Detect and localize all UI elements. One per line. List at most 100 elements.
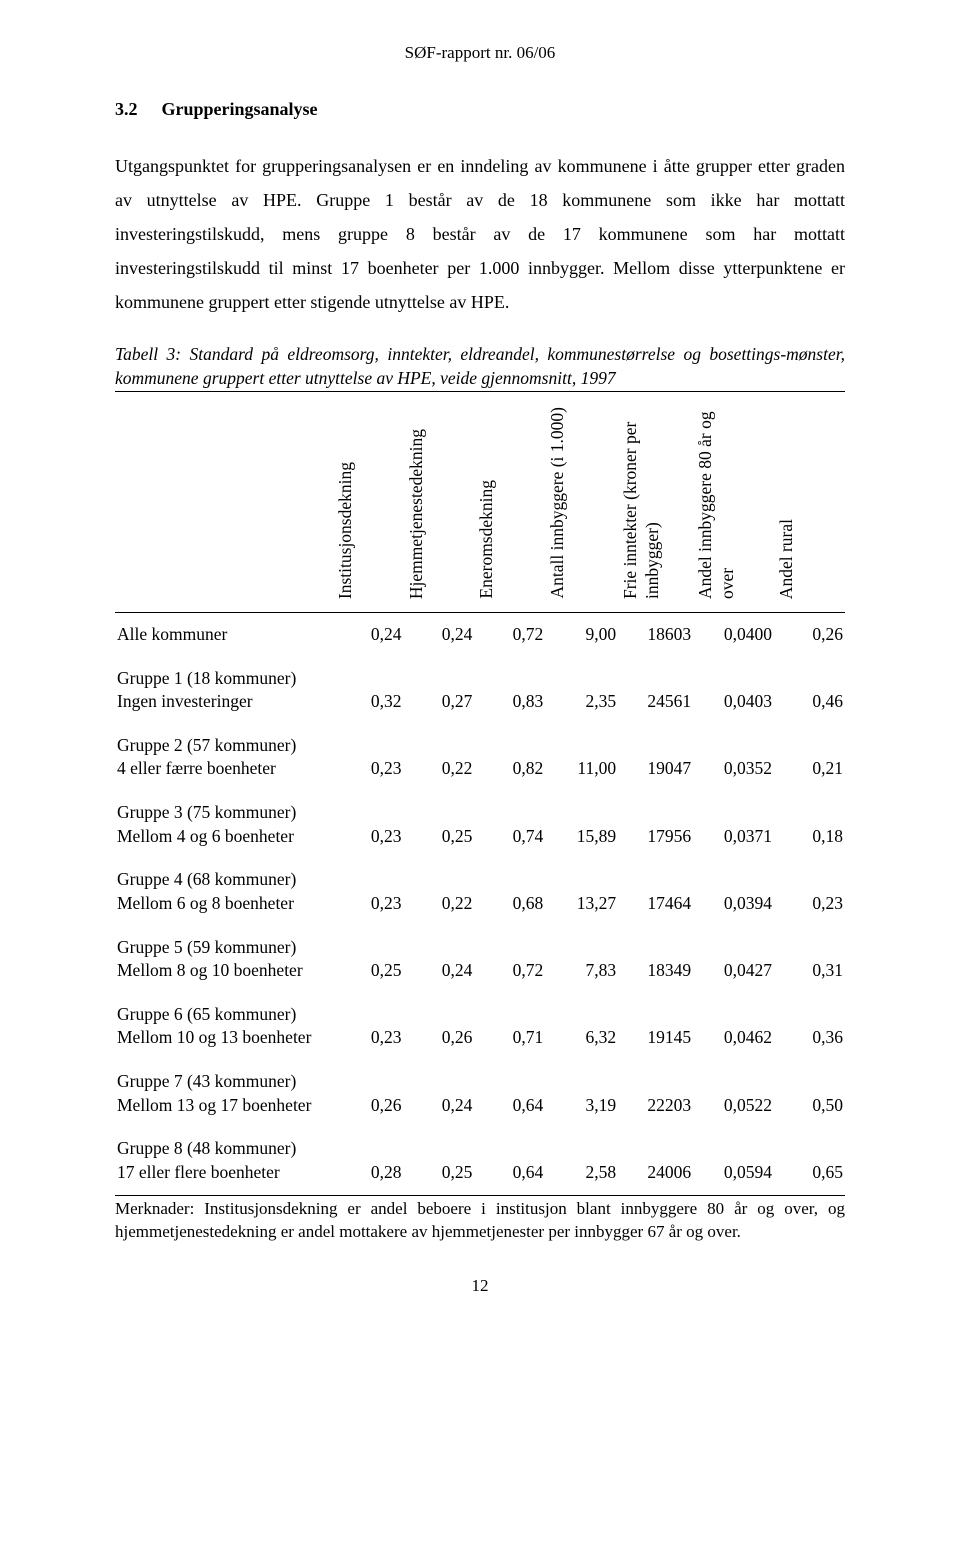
data-cell: 0,0400 bbox=[693, 612, 774, 656]
data-cell: 17464 bbox=[618, 858, 693, 925]
col-header: Andel innbyggere 80 år og over bbox=[693, 391, 774, 612]
data-cell: 0,71 bbox=[474, 993, 545, 1060]
data-cell: 15,89 bbox=[545, 791, 618, 858]
data-cell: 18349 bbox=[618, 926, 693, 993]
data-cell: 0,68 bbox=[474, 858, 545, 925]
data-cell: 6,32 bbox=[545, 993, 618, 1060]
data-cell: 0,23 bbox=[333, 993, 404, 1060]
data-cell: 0,23 bbox=[333, 724, 404, 791]
col-header-label: Antall innbyggere (i 1.000) bbox=[547, 405, 569, 600]
row-label: Gruppe 2 (57 kommuner)4 eller færre boen… bbox=[115, 724, 333, 791]
running-header: SØF-rapport nr. 06/06 bbox=[115, 40, 845, 66]
col-header-label: Eneromsdekning bbox=[476, 478, 498, 601]
table-row: Gruppe 4 (68 kommuner)Mellom 6 og 8 boen… bbox=[115, 858, 845, 925]
data-cell: 0,50 bbox=[774, 1060, 845, 1127]
col-header: Eneromsdekning bbox=[474, 391, 545, 612]
table-row: Gruppe 6 (65 kommuner)Mellom 10 og 13 bo… bbox=[115, 993, 845, 1060]
data-cell: 0,72 bbox=[474, 612, 545, 656]
data-cell: 0,26 bbox=[333, 1060, 404, 1127]
data-cell: 0,0522 bbox=[693, 1060, 774, 1127]
data-cell: 0,26 bbox=[404, 993, 475, 1060]
data-cell: 11,00 bbox=[545, 724, 618, 791]
col-header: Andel rural bbox=[774, 391, 845, 612]
data-cell: 0,72 bbox=[474, 926, 545, 993]
data-cell: 0,0462 bbox=[693, 993, 774, 1060]
data-cell: 19145 bbox=[618, 993, 693, 1060]
section-number: 3.2 bbox=[115, 96, 138, 123]
data-cell: 0,0394 bbox=[693, 858, 774, 925]
row-label: Gruppe 6 (65 kommuner)Mellom 10 og 13 bo… bbox=[115, 993, 333, 1060]
data-cell: 0,23 bbox=[333, 791, 404, 858]
col-header: Frie inntekter (kroner per innbygger) bbox=[618, 391, 693, 612]
data-cell: 18603 bbox=[618, 612, 693, 656]
data-cell: 0,36 bbox=[774, 993, 845, 1060]
data-cell: 0,0427 bbox=[693, 926, 774, 993]
data-cell: 0,22 bbox=[404, 858, 475, 925]
data-cell: 0,26 bbox=[774, 612, 845, 656]
data-cell: 0,31 bbox=[774, 926, 845, 993]
data-cell: 0,25 bbox=[333, 926, 404, 993]
data-cell: 0,64 bbox=[474, 1127, 545, 1195]
data-cell: 0,21 bbox=[774, 724, 845, 791]
paragraph-1: Utgangspunktet for grupperingsanalysen e… bbox=[115, 149, 845, 320]
col-header-label: Andel innbyggere 80 år og over bbox=[695, 396, 739, 601]
data-cell: 0,64 bbox=[474, 1060, 545, 1127]
col-header-label: Institusjonsdekning bbox=[335, 460, 357, 601]
data-cell: 24561 bbox=[618, 657, 693, 724]
data-cell: 0,0594 bbox=[693, 1127, 774, 1195]
header-empty bbox=[115, 391, 333, 612]
section-heading: 3.2 Grupperingsanalyse bbox=[115, 96, 845, 123]
table-row: Gruppe 1 (18 kommuner)Ingen investeringe… bbox=[115, 657, 845, 724]
data-cell: 9,00 bbox=[545, 612, 618, 656]
col-header-label: Andel rural bbox=[776, 517, 798, 601]
data-cell: 19047 bbox=[618, 724, 693, 791]
col-header: Hjemmetjenestedekning bbox=[404, 391, 475, 612]
data-cell: 0,25 bbox=[404, 1127, 475, 1195]
data-table: Institusjonsdekning Hjemmetjenestedeknin… bbox=[115, 391, 845, 1196]
data-cell: 0,46 bbox=[774, 657, 845, 724]
row-label: Alle kommuner bbox=[115, 612, 333, 656]
data-cell: 3,19 bbox=[545, 1060, 618, 1127]
data-cell: 0,24 bbox=[404, 1060, 475, 1127]
data-cell: 0,22 bbox=[404, 724, 475, 791]
table-caption: Tabell 3: Standard på eldreomsorg, innte… bbox=[115, 343, 845, 390]
data-cell: 13,27 bbox=[545, 858, 618, 925]
data-cell: 22203 bbox=[618, 1060, 693, 1127]
data-cell: 0,24 bbox=[404, 612, 475, 656]
data-cell: 0,25 bbox=[404, 791, 475, 858]
data-cell: 24006 bbox=[618, 1127, 693, 1195]
row-label: Gruppe 7 (43 kommuner)Mellom 13 og 17 bo… bbox=[115, 1060, 333, 1127]
data-cell: 0,27 bbox=[404, 657, 475, 724]
data-cell: 0,24 bbox=[404, 926, 475, 993]
data-cell: 17956 bbox=[618, 791, 693, 858]
data-cell: 0,24 bbox=[333, 612, 404, 656]
col-header-label: Hjemmetjenestedekning bbox=[406, 427, 428, 601]
data-cell: 0,32 bbox=[333, 657, 404, 724]
table-row: Gruppe 5 (59 kommuner)Mellom 8 og 10 boe… bbox=[115, 926, 845, 993]
data-cell: 0,18 bbox=[774, 791, 845, 858]
page-number: 12 bbox=[115, 1273, 845, 1299]
data-cell: 0,28 bbox=[333, 1127, 404, 1195]
col-header-label: Frie inntekter (kroner per innbygger) bbox=[620, 396, 664, 601]
table-row: Gruppe 7 (43 kommuner)Mellom 13 og 17 bo… bbox=[115, 1060, 845, 1127]
row-label: Gruppe 8 (48 kommuner)17 eller flere boe… bbox=[115, 1127, 333, 1195]
data-cell: 0,0371 bbox=[693, 791, 774, 858]
table-header-row: Institusjonsdekning Hjemmetjenestedeknin… bbox=[115, 391, 845, 612]
col-header: Institusjonsdekning bbox=[333, 391, 404, 612]
section-title: Grupperingsanalyse bbox=[162, 99, 318, 119]
row-label: Gruppe 3 (75 kommuner)Mellom 4 og 6 boen… bbox=[115, 791, 333, 858]
data-cell: 2,35 bbox=[545, 657, 618, 724]
data-cell: 0,83 bbox=[474, 657, 545, 724]
table-row: Alle kommuner0,240,240,729,00186030,0400… bbox=[115, 612, 845, 656]
table-row: Gruppe 2 (57 kommuner)4 eller færre boen… bbox=[115, 724, 845, 791]
row-label: Gruppe 4 (68 kommuner)Mellom 6 og 8 boen… bbox=[115, 858, 333, 925]
table-row: Gruppe 8 (48 kommuner)17 eller flere boe… bbox=[115, 1127, 845, 1195]
data-cell: 7,83 bbox=[545, 926, 618, 993]
row-label: Gruppe 5 (59 kommuner)Mellom 8 og 10 boe… bbox=[115, 926, 333, 993]
data-cell: 2,58 bbox=[545, 1127, 618, 1195]
table-row: Gruppe 3 (75 kommuner)Mellom 4 og 6 boen… bbox=[115, 791, 845, 858]
data-cell: 0,65 bbox=[774, 1127, 845, 1195]
data-cell: 0,0352 bbox=[693, 724, 774, 791]
col-header: Antall innbyggere (i 1.000) bbox=[545, 391, 618, 612]
data-cell: 0,82 bbox=[474, 724, 545, 791]
